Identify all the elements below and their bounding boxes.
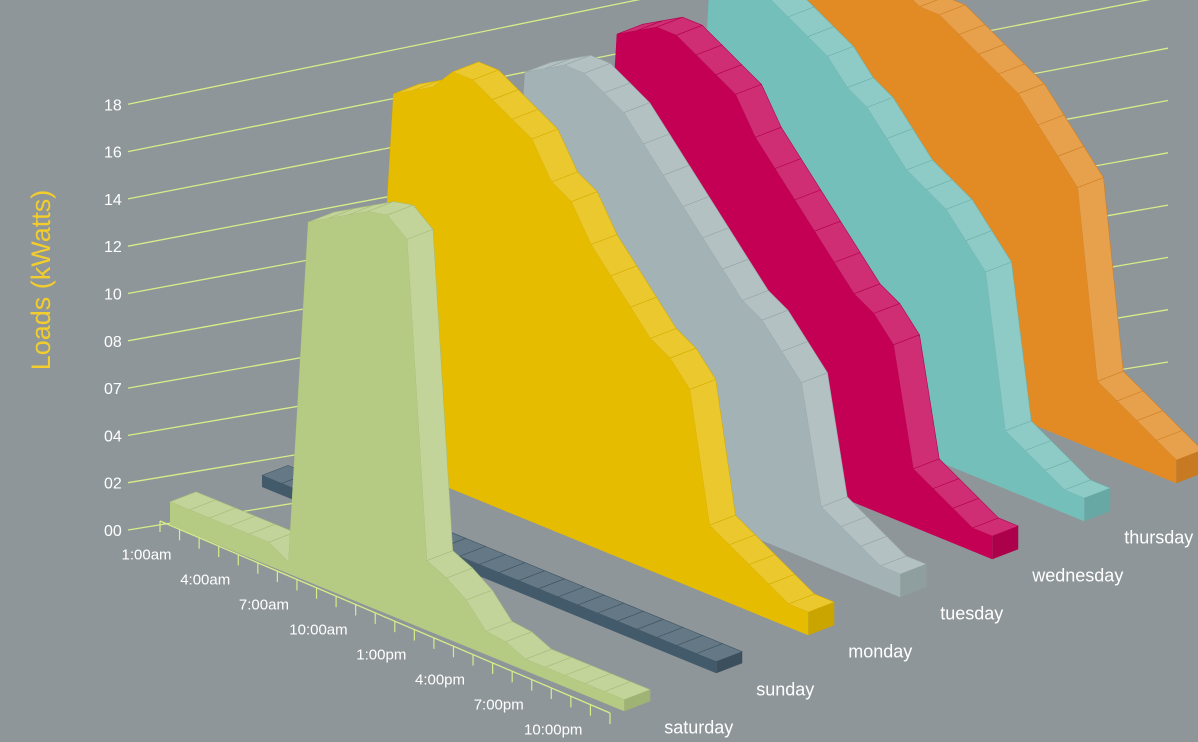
grid-line [127, 0, 641, 105]
series-front-face [170, 211, 625, 712]
x-tick-label: 1:00pm [356, 647, 406, 664]
series-end-cap [900, 564, 927, 598]
x-tick-label: 4:00pm [415, 672, 465, 689]
x-tick-label: 7:00pm [474, 697, 524, 714]
y-tick-label: 08 [104, 334, 122, 351]
x-tick-label: 10:00pm [524, 722, 582, 739]
series-top-facet [912, 0, 939, 8]
x-tick-label: 4:00am [180, 571, 230, 588]
series-end-cap [992, 526, 1019, 560]
y-tick-label: 04 [104, 428, 122, 445]
y-tick-label: 00 [104, 523, 122, 540]
day-labels: fridaythursdaywednesdaytuesdaymondaysund… [664, 527, 1193, 737]
day-label-thursday: thursday [1124, 527, 1193, 547]
x-axis-line [159, 520, 611, 714]
day-label-tuesday: tuesday [940, 603, 1003, 623]
y-tick-label: 12 [104, 239, 122, 256]
x-tick-label: 7:00am [239, 596, 289, 613]
series-end-cap [624, 689, 651, 712]
series-end-cap [808, 602, 835, 636]
y-tick-label: 14 [104, 192, 122, 209]
series-front-face [354, 71, 809, 636]
y-tick-label: 02 [104, 476, 122, 493]
day-label-wednesday: wednesday [1031, 565, 1123, 585]
series-monday [353, 61, 836, 636]
day-label-sunday: sunday [756, 679, 814, 699]
series-saturday [169, 201, 652, 712]
y-tick-label: 07 [104, 381, 122, 398]
series-end-cap [716, 651, 743, 674]
y-tick-label: 16 [104, 145, 122, 162]
y-tick-label: 10 [104, 287, 122, 304]
y-tick-label: 18 [104, 97, 122, 114]
day-label-saturday: saturday [664, 717, 733, 737]
y-tick-labels: 00 02 04 07 08 10 12 14 16 18 [104, 97, 122, 540]
series-end-cap [1084, 488, 1111, 522]
day-label-monday: monday [848, 641, 912, 661]
series-layers [169, 0, 1198, 712]
x-tick-label: 1:00am [122, 546, 172, 563]
series-end-cap [1176, 451, 1198, 484]
x-tick-label: 10:00am [289, 621, 347, 638]
y-axis-label: Loads (kWatts) [26, 190, 56, 371]
